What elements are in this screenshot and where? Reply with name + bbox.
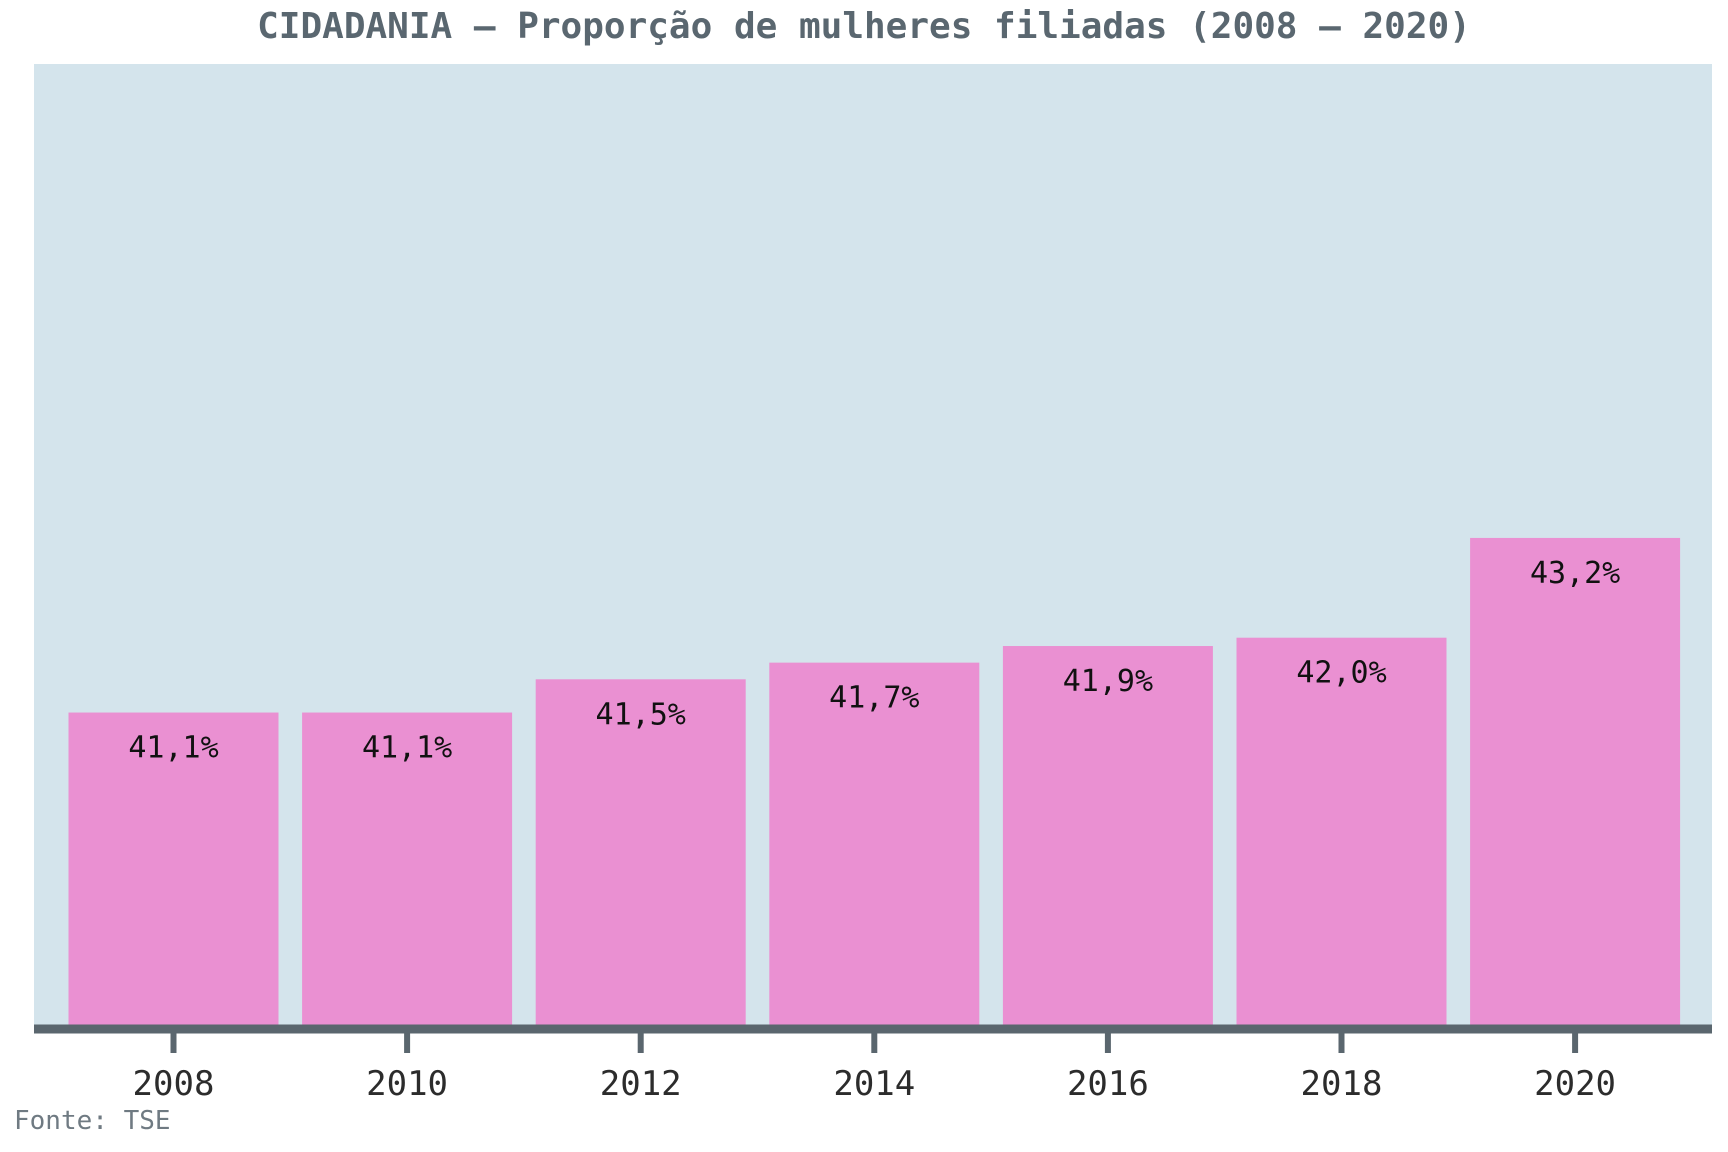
x-tick-label-2008: 2008	[133, 1064, 215, 1104]
x-tick-label-2020: 2020	[1534, 1064, 1616, 1104]
bar-2012	[535, 679, 746, 1028]
bar-2010	[302, 712, 513, 1028]
x-tick-label-2016: 2016	[1067, 1064, 1149, 1104]
bar-2008	[68, 712, 279, 1028]
data-label-2020: 43,2%	[1530, 556, 1620, 591]
chart-title: CIDADANIA – Proporção de mulheres filiad…	[257, 6, 1471, 47]
data-label-2010: 41,1%	[362, 731, 452, 766]
x-tick-label-2018: 2018	[1301, 1064, 1383, 1104]
bar-2018	[1236, 637, 1447, 1028]
bar-2016	[1002, 646, 1213, 1028]
bar-2014	[769, 662, 980, 1028]
data-label-2008: 41,1%	[128, 731, 218, 766]
x-tick-label-2010: 2010	[366, 1064, 448, 1104]
data-labels-layer: 41,1% 41,1% 41,5% 41,7% 41,9% 42,0% 43,2%	[128, 556, 1620, 766]
x-tick-label-2012: 2012	[600, 1064, 682, 1104]
x-axis: 2008 2010 2012 2014 2016 2018 2020	[34, 1024, 1712, 1104]
x-tick-label-2014: 2014	[833, 1064, 915, 1104]
data-label-2014: 41,7%	[829, 681, 919, 716]
data-label-2016: 41,9%	[1063, 664, 1153, 699]
data-label-2012: 41,5%	[596, 697, 686, 732]
source-note: Fonte: TSE	[14, 1106, 171, 1136]
bars-layer	[68, 537, 1681, 1028]
data-label-2018: 42,0%	[1296, 656, 1386, 691]
bar-2020	[1470, 537, 1681, 1028]
